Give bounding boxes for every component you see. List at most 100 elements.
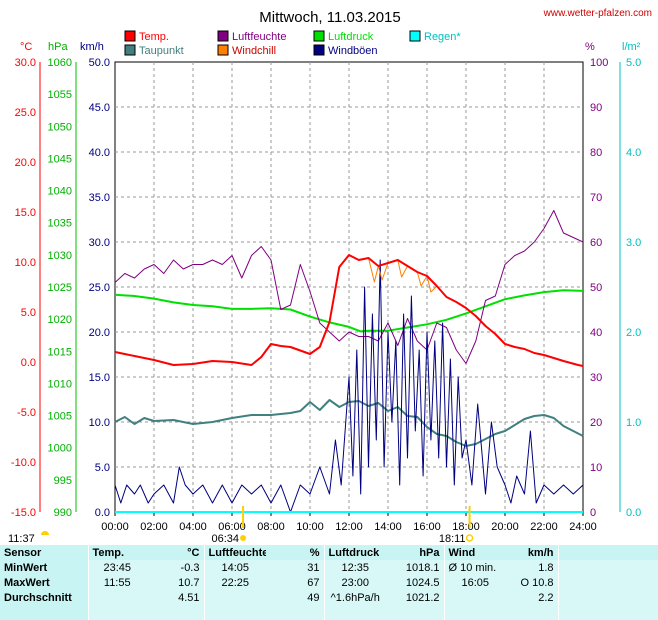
temp-tick-label: 10.0	[15, 257, 36, 269]
stats-filler	[557, 560, 658, 575]
stats-filler	[87, 605, 146, 620]
legend-swatch	[217, 44, 229, 56]
series-line-taupunkt	[114, 399, 584, 447]
grid-lines	[115, 62, 583, 512]
humidity-tick-label: 30	[590, 372, 602, 384]
legend-swatch	[409, 30, 421, 42]
stats-filler	[146, 605, 204, 620]
humidity-tick-label: 80	[590, 147, 602, 159]
humidity-tick-label: 100	[590, 57, 608, 69]
humidity-tick-label: 90	[590, 102, 602, 114]
temp-tick-label: 5.0	[21, 307, 36, 319]
sunrise-icon	[240, 535, 247, 541]
x-tick-label: 02:00	[140, 521, 168, 533]
legend-swatch	[124, 44, 136, 56]
stats-filler	[557, 605, 658, 620]
legend-swatch	[313, 44, 325, 56]
pressure-tick-label: 995	[54, 475, 72, 487]
stats-filler	[557, 575, 658, 590]
stats-cell: O 10.8	[506, 575, 558, 590]
stats-header: Wind	[443, 545, 506, 560]
wind-tick-label: 20.0	[89, 327, 110, 339]
stats-cell: 1021.2	[386, 590, 444, 605]
legend-label: Luftfeuchte	[232, 31, 286, 43]
legend-label: Windböen	[328, 45, 378, 57]
series-line-windboen	[114, 259, 584, 513]
humidity-tick-label: 40	[590, 327, 602, 339]
wind-unit: km/h	[80, 41, 104, 53]
x-tick-label: 12:00	[335, 521, 363, 533]
axis-ticks: 30.0 25.0 20.0 15.0 10.0 5.0 0.0 -5.0 -10.0 -15.0…	[11, 57, 641, 533]
humidity-tick-label: 50	[590, 282, 602, 294]
sunset-time: 18:11	[439, 533, 466, 545]
stats-cell	[203, 590, 266, 605]
series-line-luftfeuchte	[114, 210, 584, 364]
humidity-unit: %	[585, 41, 595, 53]
legend-label: Taupunkt	[139, 45, 184, 57]
rain-tick-label: 1.0	[626, 417, 641, 429]
rain-tick-label: 2.0	[626, 327, 641, 339]
stats-cell: 14:05	[203, 560, 266, 575]
pressure-tick-label: 1035	[48, 218, 72, 230]
stats-cell: 22:25	[203, 575, 266, 590]
stats-filler	[0, 605, 88, 620]
stats-row-max: MaxWert 11:55 10.7 22:25 67 23:00 1024.5…	[0, 575, 658, 590]
axis-units: °C hPa km/h% l/m²	[20, 41, 641, 53]
statistics-table: Sensor Temp. °C Luftfeuchte % Luftdruck …	[0, 545, 658, 620]
legend-label: Temp.	[139, 31, 169, 43]
x-tick-label: 20:00	[491, 521, 519, 533]
stats-cell: Ø 10 min.	[443, 560, 506, 575]
stats-row-label: MaxWert	[0, 575, 88, 590]
temp-tick-label: 0.0	[21, 357, 36, 369]
chart-legend: Temp. Luftfeuchte Luftdruck Regen* Taupunkt W…	[124, 30, 461, 57]
stats-cell: ^1.6hPa/h	[323, 590, 386, 605]
pressure-tick-label: 1030	[48, 250, 72, 262]
stats-filler	[386, 605, 444, 620]
stats-cell	[87, 590, 146, 605]
pressure-tick-label: 1020	[48, 314, 72, 326]
temp-tick-label: 30.0	[15, 57, 36, 69]
stats-header: hPa	[386, 545, 444, 560]
x-tick-label: 22:00	[530, 521, 558, 533]
stats-filler	[443, 605, 506, 620]
stats-cell: 23:00	[323, 575, 386, 590]
wind-tick-label: 5.0	[95, 462, 110, 474]
pressure-tick-label: 1005	[48, 411, 72, 423]
pressure-tick-label: 1025	[48, 282, 72, 294]
stats-filler	[557, 590, 658, 605]
pressure-unit: hPa	[48, 41, 68, 53]
rain-tick-label: 3.0	[626, 237, 641, 249]
stats-row-label: MinWert	[0, 560, 88, 575]
moonrise-time: 11:37	[8, 533, 35, 545]
stats-filler	[266, 605, 324, 620]
rain-unit: l/m²	[622, 41, 641, 53]
x-tick-label: 24:00	[569, 521, 597, 533]
sunset-icon	[465, 534, 474, 542]
stats-header-row: Sensor Temp. °C Luftfeuchte % Luftdruck …	[0, 545, 658, 560]
temp-unit: °C	[20, 41, 32, 53]
wind-tick-label: 40.0	[89, 147, 110, 159]
temp-tick-label: 15.0	[15, 207, 36, 219]
stats-header: Luftdruck	[323, 545, 386, 560]
pressure-tick-label: 1010	[48, 378, 72, 390]
stats-cell	[443, 590, 506, 605]
series-lines	[114, 210, 584, 513]
stats-cell: 23:45	[87, 560, 146, 575]
stats-cell: -0.3	[146, 560, 204, 575]
temp-tick-label: 25.0	[15, 107, 36, 119]
stats-cell: 12:35	[323, 560, 386, 575]
series-line-temp	[114, 254, 584, 367]
stats-cell: 1024.5	[386, 575, 444, 590]
site-link[interactable]: www.wetter-pfalzen.com	[543, 8, 652, 19]
stats-filler	[203, 605, 266, 620]
series-line-luftdruck	[114, 289, 584, 333]
pressure-tick-label: 1000	[48, 443, 72, 455]
stats-cell: 11:55	[87, 575, 146, 590]
x-tick-label: 14:00	[374, 521, 402, 533]
stats-cell: 31	[266, 560, 324, 575]
stats-cell: 10.7	[146, 575, 204, 590]
pressure-tick-label: 1050	[48, 121, 72, 133]
stats-filler	[323, 605, 386, 620]
temp-tick-label: -10.0	[11, 457, 36, 469]
stats-row-min: MinWert 23:45 -0.3 14:05 31 12:35 1018.1…	[0, 560, 658, 575]
